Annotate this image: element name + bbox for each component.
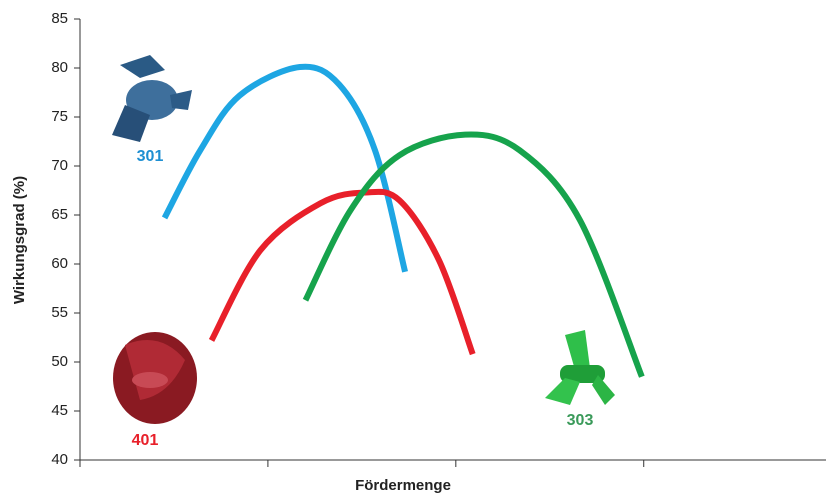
y-axis-label: Wirkungsgrad (%) <box>11 176 28 304</box>
impeller-303-icon <box>545 330 615 405</box>
impeller-401-icon <box>113 332 197 424</box>
series-label: 401 <box>132 432 159 449</box>
y-tick-label: 75 <box>51 108 68 125</box>
impeller-301-icon <box>112 55 192 142</box>
y-tick-label: 70 <box>51 157 68 174</box>
y-tick-label: 50 <box>51 353 68 370</box>
y-tick-label: 60 <box>51 255 68 272</box>
y-tick-label: 65 <box>51 206 68 223</box>
x-axis-label: Fördermenge <box>355 477 451 494</box>
series-line <box>161 63 408 273</box>
series-line <box>302 131 645 378</box>
y-tick-label: 45 <box>51 402 68 419</box>
y-tick-label: 85 <box>51 10 68 27</box>
y-tick-label: 40 <box>51 451 68 468</box>
series-label: 303 <box>567 412 594 429</box>
y-tick-label: 55 <box>51 304 68 321</box>
series-label: 301 <box>137 148 164 165</box>
series-line <box>208 188 476 356</box>
y-tick-label: 80 <box>51 59 68 76</box>
